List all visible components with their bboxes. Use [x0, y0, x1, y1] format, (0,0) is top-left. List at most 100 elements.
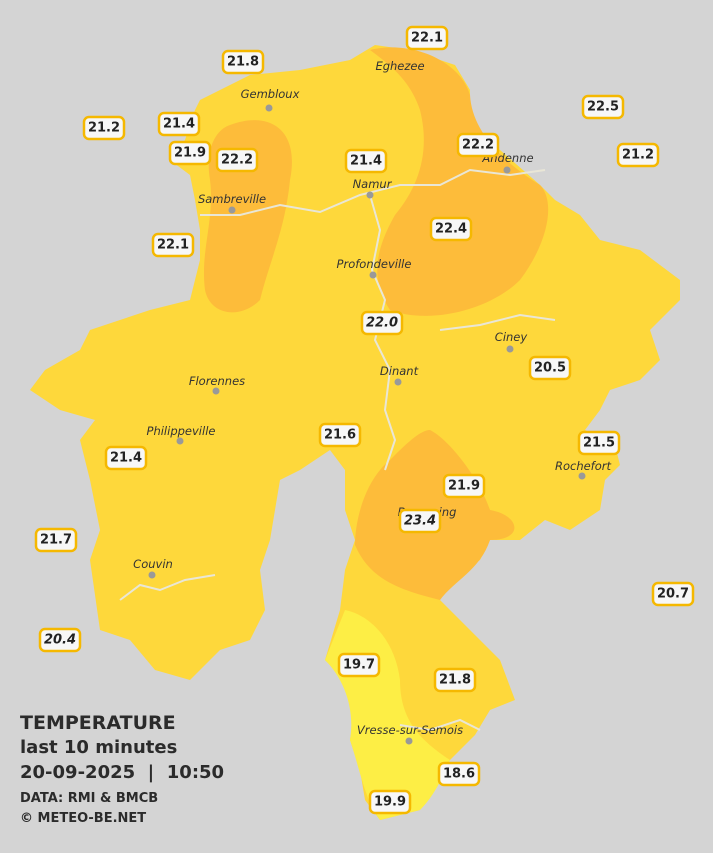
station-value: 21.8 [227, 55, 259, 70]
legend-subtitle: last 10 minutes [20, 737, 178, 758]
station: 21.8 [221, 49, 265, 75]
station-value: 21.7 [40, 533, 72, 548]
station-value: 22.1 [411, 31, 443, 46]
city-label: Namur [353, 177, 393, 191]
station-value: 22.4 [435, 222, 467, 237]
station: 22.1 [405, 25, 449, 51]
city-label: Dinant [380, 364, 419, 378]
legend-datetime: 20-09-2025 | 10:50 [20, 762, 225, 783]
station-value: 19.9 [374, 795, 406, 810]
station-value: 21.4 [350, 154, 382, 169]
station-value: 22.2 [221, 153, 253, 168]
station: 19.9 [368, 789, 412, 815]
station: 21.8 [433, 667, 477, 693]
station-box [34, 527, 78, 553]
city-dot [405, 737, 413, 745]
station: 21.4 [104, 445, 148, 471]
station: 22.5 [581, 94, 625, 120]
station-box [368, 789, 412, 815]
station-box [157, 111, 201, 137]
station-value: 20.5 [534, 361, 566, 376]
station-box [528, 355, 572, 381]
city-label: Ciney [495, 330, 528, 344]
station: 18.6 [437, 761, 481, 787]
station: 21.2 [82, 115, 126, 141]
city-label: Rochefort [555, 459, 612, 473]
station-box [151, 232, 195, 258]
station: 21.4 [157, 111, 201, 137]
station-value: 22.2 [462, 138, 494, 153]
station-value: 19.7 [343, 658, 375, 673]
station-value: 18.6 [443, 767, 475, 782]
station-value: 21.2 [88, 121, 120, 136]
city-dot [369, 271, 377, 279]
station: 21.6 [318, 422, 362, 448]
station: 22.2 [215, 147, 259, 173]
station-value: 21.4 [110, 451, 142, 466]
station-box [405, 25, 449, 51]
city-label: Profondeville [337, 257, 412, 271]
city-label: Gembloux [241, 87, 300, 101]
city-dot [578, 472, 586, 480]
city-dot [212, 387, 220, 395]
legend-credit: © METEO-BE.NET [20, 811, 147, 826]
legend-title: TEMPERATURE [20, 712, 176, 734]
station: 20.4 [38, 627, 82, 653]
station: 22.2 [456, 132, 500, 158]
city-dot [506, 345, 514, 353]
cities: EghezeeGemblouxAndenneNamurSambrevillePr… [133, 59, 612, 745]
legend-source: DATA: RMI & BMCB [20, 791, 159, 806]
station-box [221, 49, 265, 75]
city-label: Vresse-sur-Semois [357, 723, 463, 737]
station-box [360, 310, 404, 336]
city-dot [265, 104, 273, 112]
station-box [429, 216, 473, 242]
city-label: Philippeville [147, 424, 216, 438]
station: 19.7 [337, 652, 381, 678]
station-box [38, 627, 82, 653]
station-box [398, 508, 442, 534]
city-label: Sambreville [198, 192, 266, 206]
station-box [104, 445, 148, 471]
station-box [168, 140, 212, 166]
station-box [581, 94, 625, 120]
station-box [651, 581, 695, 607]
station-box [344, 148, 388, 174]
stations: 21.8 22.1 22.5 21.2 21.4 21.9 22.2 22.2 21.2 21.4… [34, 25, 695, 815]
rivers [119, 168, 556, 732]
station-value: 23.4 [404, 514, 436, 529]
city-dot [176, 437, 184, 445]
station-value: 21.6 [324, 428, 356, 443]
station: 22.0 [360, 310, 404, 336]
station-box [616, 142, 660, 168]
station-box [456, 132, 500, 158]
station: 21.4 [344, 148, 388, 174]
station: 21.7 [34, 527, 78, 553]
city-label: Eghezee [375, 59, 424, 73]
station-value: 20.7 [657, 587, 689, 602]
station-value: 21.5 [583, 436, 615, 451]
station: 22.4 [429, 216, 473, 242]
station: 20.7 [651, 581, 695, 607]
station: 21.9 [442, 473, 486, 499]
station-value: 21.2 [622, 148, 654, 163]
city-dot [366, 191, 374, 199]
station: 20.5 [528, 355, 572, 381]
station-box [82, 115, 126, 141]
station: 22.1 [151, 232, 195, 258]
station-box [577, 430, 621, 456]
city-dot [503, 166, 511, 174]
station-value: 21.8 [439, 673, 471, 688]
station-value: 22.0 [366, 316, 398, 331]
station: 21.2 [616, 142, 660, 168]
station-value: 21.9 [448, 479, 480, 494]
station-value: 22.1 [157, 238, 189, 253]
city-label: Florennes [189, 374, 245, 388]
station-value: 21.4 [163, 117, 195, 132]
station-value: 22.5 [587, 100, 619, 115]
station-box [437, 761, 481, 787]
city-dot [394, 378, 402, 386]
station-box [215, 147, 259, 173]
